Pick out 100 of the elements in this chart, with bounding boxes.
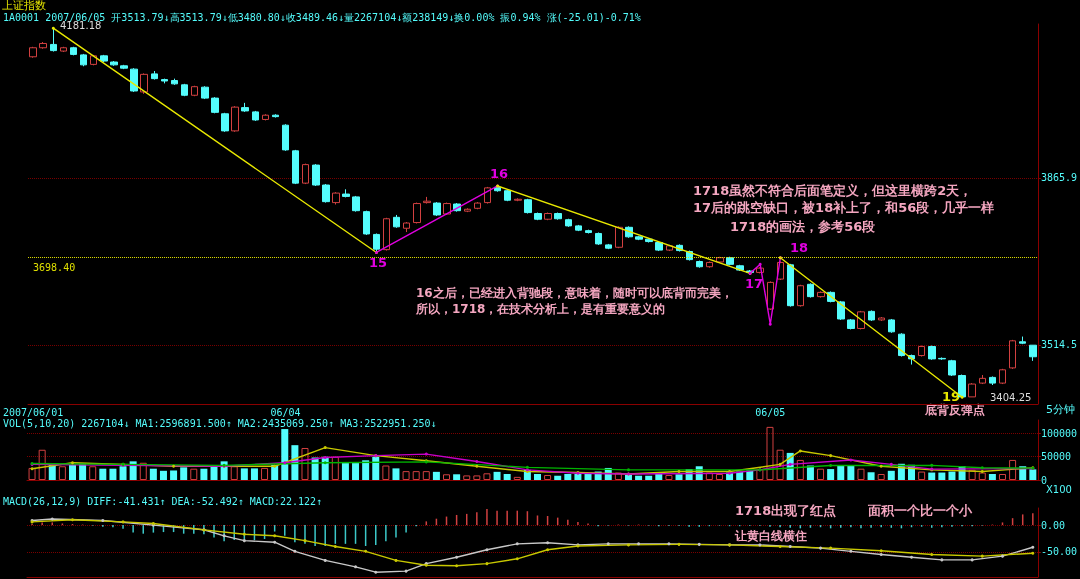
bar	[857, 468, 865, 480]
candlestick	[837, 300, 845, 321]
y-tick-label: 3514.5	[1040, 339, 1077, 351]
candlestick	[706, 261, 713, 269]
bar	[665, 474, 673, 480]
bar	[159, 470, 167, 480]
candlestick	[191, 85, 198, 97]
bar	[1009, 459, 1017, 480]
bar	[362, 460, 370, 480]
bar	[453, 474, 461, 480]
candlestick	[292, 149, 299, 185]
candlestick	[383, 217, 390, 252]
bar	[705, 472, 713, 480]
bar	[402, 471, 410, 480]
bar	[38, 449, 46, 480]
x-tick-label: 2007/06/01	[2, 406, 64, 418]
candlestick	[161, 78, 168, 84]
candlestick	[484, 186, 491, 205]
bar	[382, 465, 390, 480]
bar	[645, 475, 653, 480]
text: 5分钟	[1046, 403, 1075, 416]
candlestick	[797, 284, 804, 308]
candlestick	[332, 191, 340, 205]
candlestick	[211, 96, 219, 114]
candlestick	[716, 256, 724, 264]
candlestick	[787, 263, 794, 308]
bar	[918, 471, 926, 480]
chart-title: 上证指数	[2, 0, 46, 12]
bar	[867, 472, 875, 480]
bar	[149, 468, 157, 480]
candlestick	[565, 218, 572, 228]
bar	[756, 469, 764, 480]
bar	[473, 475, 481, 480]
candlestick	[282, 123, 289, 152]
candlestick	[70, 46, 77, 56]
candlestick	[474, 201, 481, 210]
annotation: 17后的跳空缺口，被18补上了，和56段，几乎一样	[693, 200, 995, 215]
annotation: 16之后，已经进入背驰段，意味着，随时可以底背而完美，	[416, 286, 733, 300]
bar	[544, 474, 552, 480]
bar	[99, 468, 107, 480]
bar	[635, 475, 643, 480]
candlestick	[726, 256, 734, 266]
bar	[422, 471, 430, 480]
bar	[109, 468, 117, 480]
annotation: 让黄白线横住	[734, 529, 807, 543]
candlestick	[1019, 336, 1026, 345]
candlestick	[262, 113, 269, 121]
candlestick	[443, 202, 451, 216]
bar	[89, 466, 97, 480]
bar	[48, 464, 56, 480]
bar	[837, 465, 845, 480]
candlestick	[696, 260, 703, 269]
candlestick	[221, 112, 229, 133]
y-tick-label: 0.00	[1040, 519, 1065, 531]
bar	[766, 426, 774, 480]
chart-subtitle: 1A0001 2007/06/05 开3513.79↓高3513.79↓低3480.80↓收3489.46↓量2267104↓额238149↓换0.00% 振0.94% 涨(-25.01)-0.71%	[3, 11, 641, 23]
y-tick-label: 0	[1040, 474, 1047, 486]
candlestick	[938, 356, 946, 361]
candlestick	[60, 46, 67, 53]
candlestick	[464, 207, 471, 213]
candlestick	[888, 318, 895, 334]
bar	[200, 468, 208, 480]
candlestick	[817, 290, 825, 299]
bar	[796, 459, 804, 480]
bar	[614, 472, 622, 480]
annotation: 所以，1718，在技术分析上，是有重要意义的	[415, 302, 666, 316]
bar	[584, 474, 592, 480]
bar	[301, 447, 309, 480]
candlestick	[979, 374, 986, 385]
candlestick	[847, 318, 855, 330]
candlestick	[534, 212, 542, 221]
candlestick	[393, 214, 400, 229]
bar	[948, 471, 956, 480]
candlestick	[241, 102, 249, 113]
bar	[281, 429, 289, 480]
candlestick	[39, 41, 47, 50]
annotation: 17	[745, 276, 764, 291]
bar	[887, 470, 895, 480]
candlestick	[130, 67, 138, 93]
bar	[230, 466, 238, 480]
x-tick-label: 06/04	[270, 406, 301, 418]
candlestick	[252, 110, 259, 122]
y-tick-label: 100000	[1040, 427, 1077, 439]
candlestick	[595, 232, 602, 246]
bar	[220, 461, 228, 480]
annotation: 16	[490, 166, 509, 181]
annotation: 3404.25	[990, 391, 1032, 403]
candlestick	[898, 332, 905, 357]
candlestick	[423, 196, 431, 205]
candlestick	[151, 70, 158, 81]
candlestick	[413, 202, 421, 224]
candlestick	[403, 221, 410, 233]
bar	[999, 474, 1006, 480]
candlestick	[302, 163, 309, 185]
bar	[261, 467, 269, 480]
bar	[250, 468, 258, 480]
candlestick	[544, 212, 552, 221]
annotation: 底背反弹点	[924, 403, 985, 417]
bar	[170, 470, 178, 480]
candlestick	[605, 243, 612, 250]
